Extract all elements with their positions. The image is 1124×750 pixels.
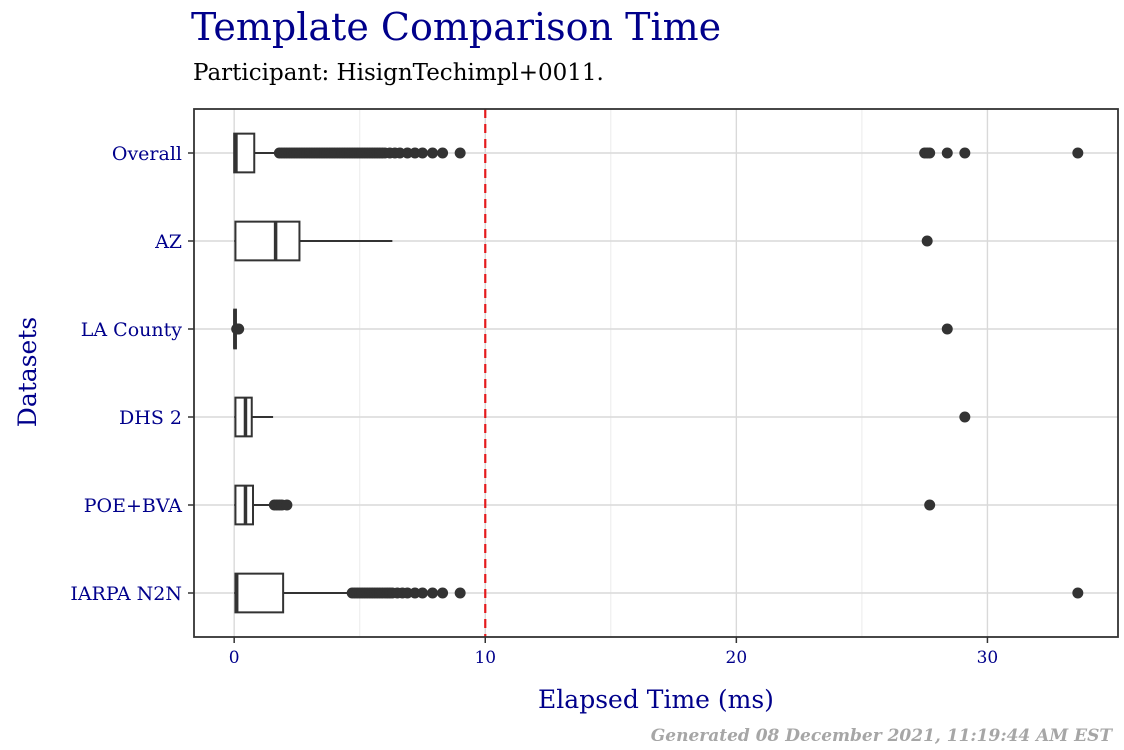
outlier-point [1072,147,1084,159]
outlier-point [454,147,466,159]
outlier-point [437,147,449,159]
y-tick-label: AZ [154,231,182,253]
outlier-point [1072,587,1084,599]
outlier-point [924,499,936,511]
outlier-point [416,147,428,159]
outlier-point [416,587,428,599]
y-tick-label: DHS 2 [119,407,182,429]
box-la-county [231,308,953,350]
box-az [234,220,933,262]
chart-title: Template Comparison Time [191,5,721,49]
x-tick-label: 20 [726,648,748,668]
y-tick-label: LA County [81,319,182,341]
outlier-point [921,235,933,247]
outlier-point [924,147,936,159]
outlier-point [401,147,413,159]
outlier-point [401,587,413,599]
x-tick-label: 30 [977,648,999,668]
box-dhs-2 [234,396,971,438]
outlier-point [394,147,406,159]
box-iqr [234,572,285,614]
outlier-point [427,587,439,599]
x-tick-label: 10 [474,648,496,668]
y-tick-label: Overall [112,143,182,165]
outlier-point [409,587,421,599]
panel-background [194,109,1118,637]
chart-subtitle: Participant: HisignTechimpl+0011. [193,60,604,86]
outlier-point [959,147,971,159]
box-poe-bva [234,484,936,526]
outlier-point [941,147,953,159]
box-overall [233,132,1084,174]
outlier-point [941,323,953,335]
box-iqr [233,132,256,174]
box-iqr [234,220,301,262]
panel-border [193,108,1119,638]
outlier-point [437,587,449,599]
y-axis-title: Datasets [13,317,42,427]
box-iarpa-n2n [234,572,1084,614]
outlier-point [427,147,439,159]
plot-area: Overall AZ LA County DHS 2 POE+BVA IARPA N2N 0… [70,108,1119,668]
outlier-point [454,587,466,599]
outlier-point [233,323,245,335]
x-axis-title: Elapsed Time (ms) [538,685,774,714]
outlier-point [281,499,293,511]
outlier-point [409,147,421,159]
box-iqr [234,396,253,438]
outlier-point [959,411,971,423]
footer-timestamp: Generated 08 December 2021, 11:19:44 AM … [651,726,1114,746]
y-tick-label: IARPA N2N [70,583,182,605]
x-tick-label: 0 [229,648,240,668]
y-tick-label: POE+BVA [84,495,183,517]
